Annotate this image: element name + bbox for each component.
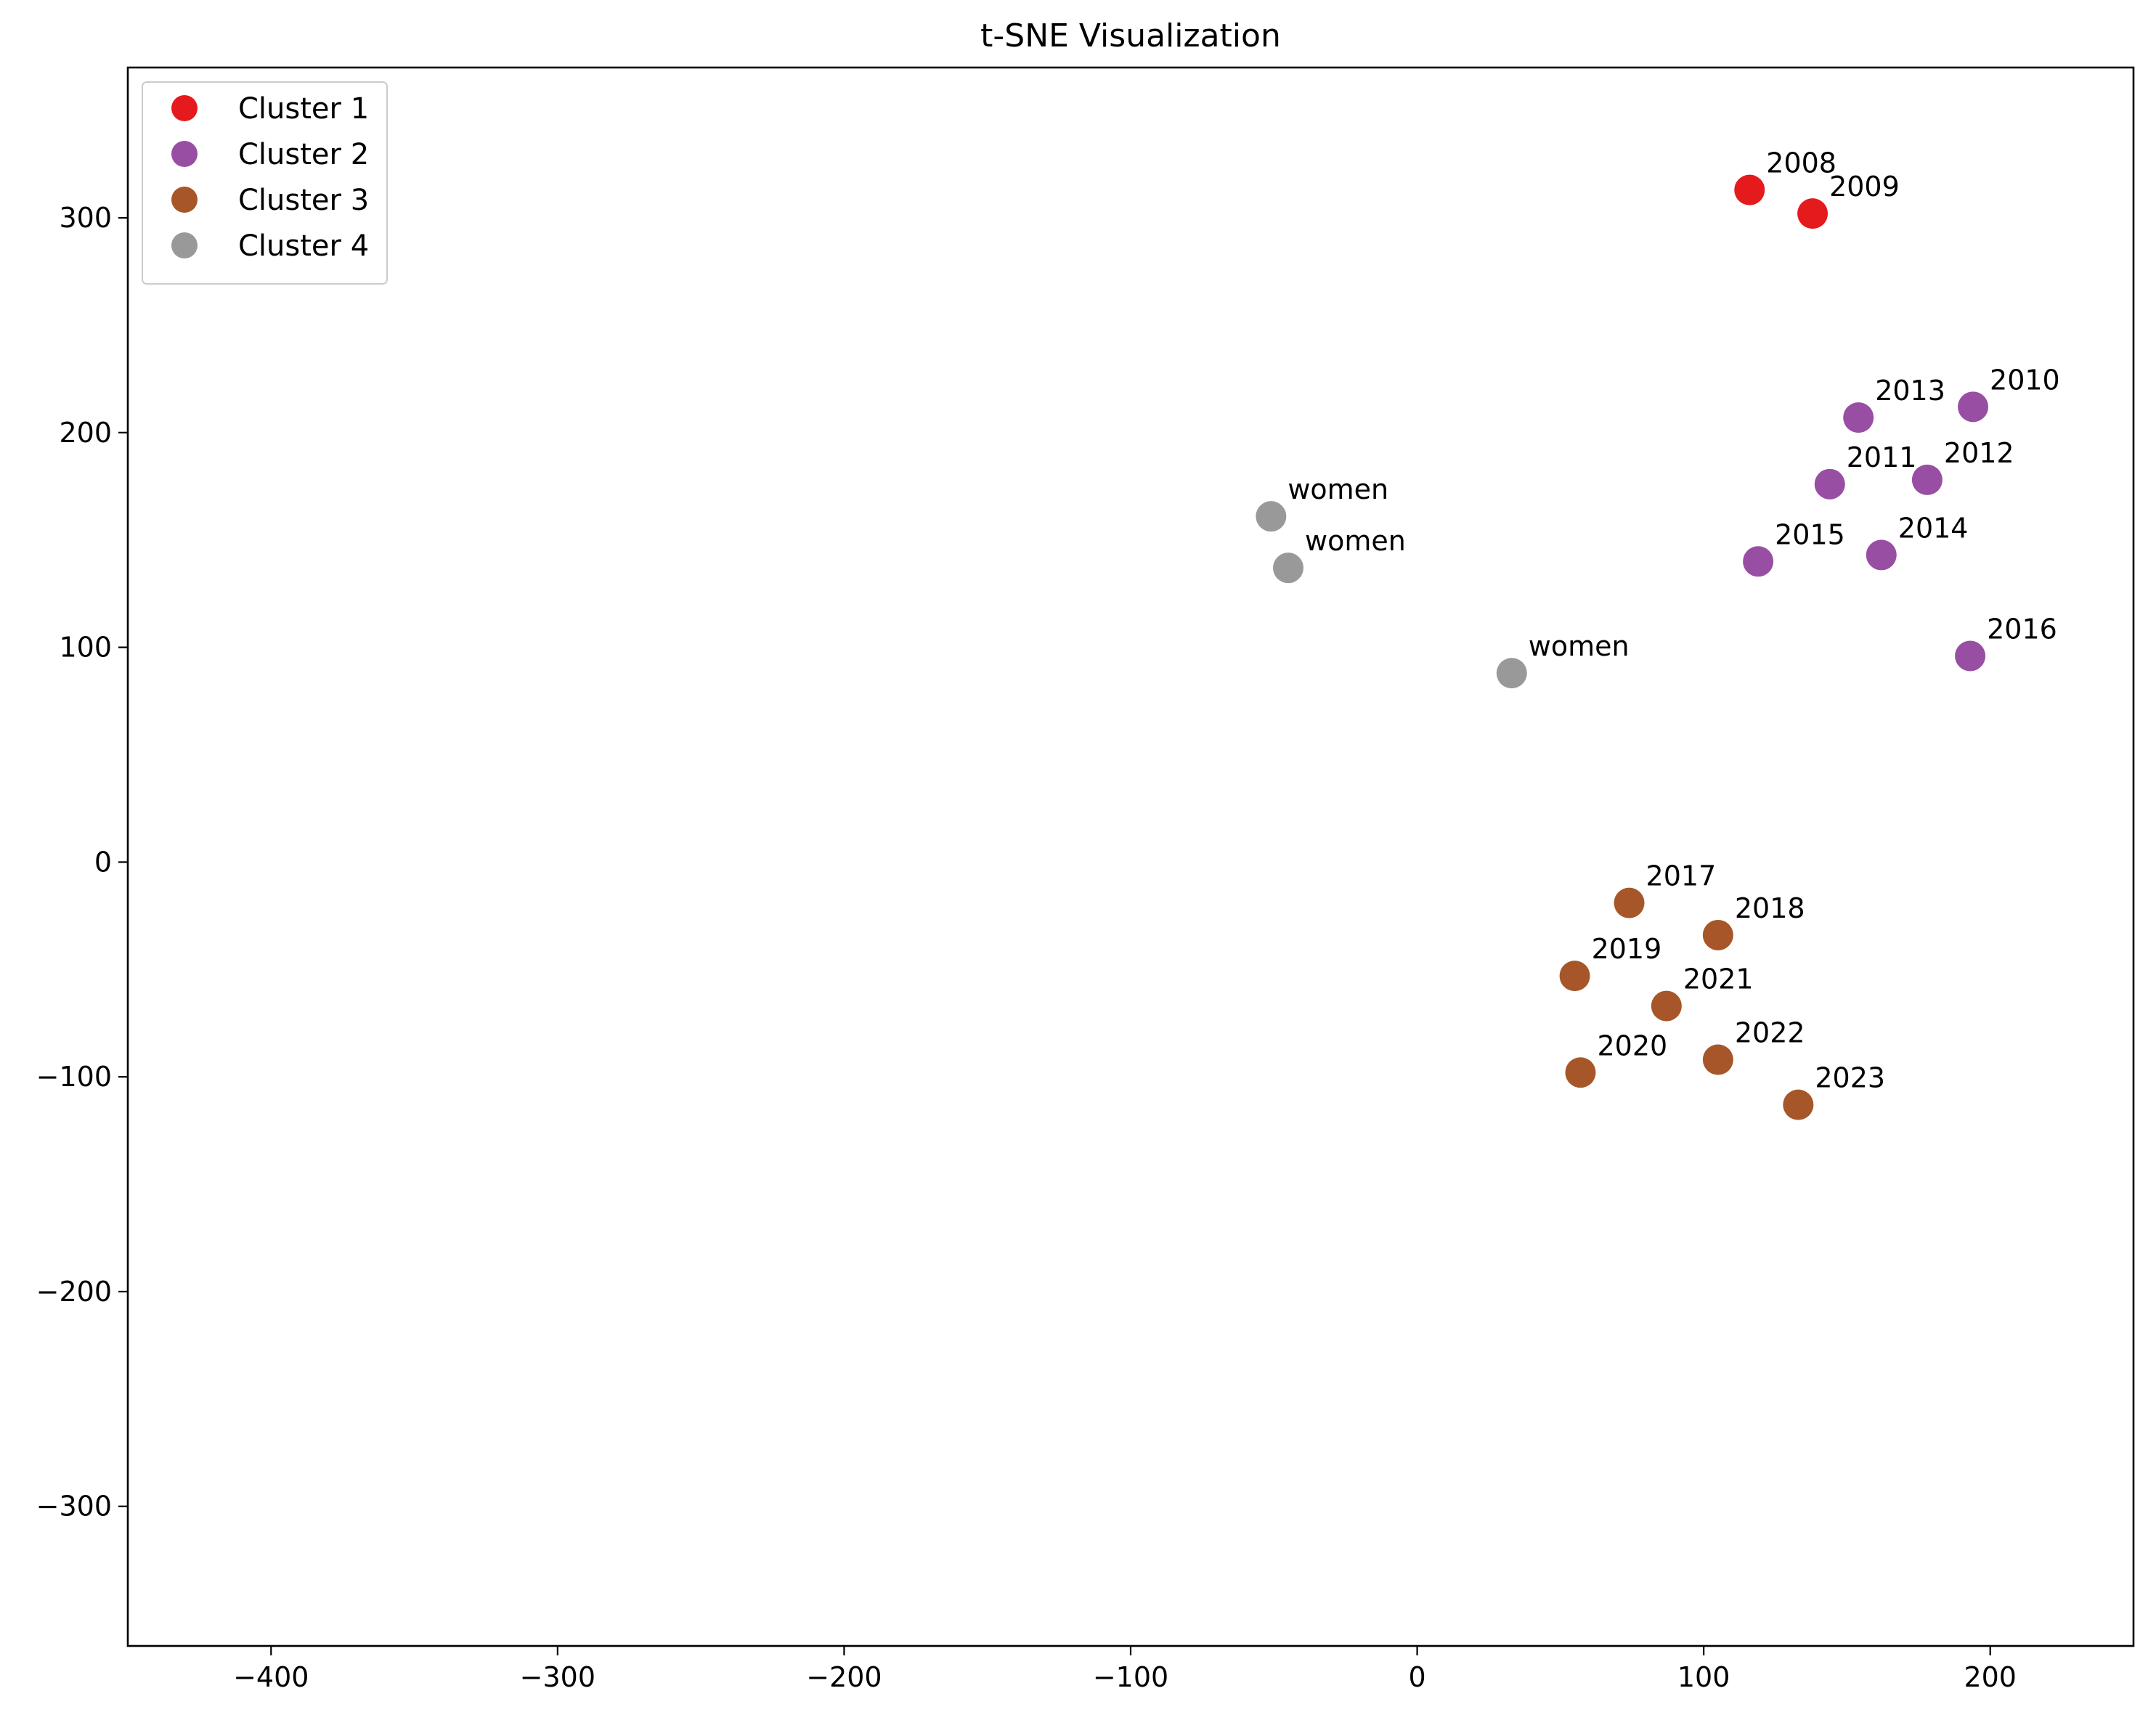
point-label: 2016 (1987, 613, 2057, 645)
data-point (1955, 640, 1986, 672)
legend-marker (171, 187, 198, 213)
legend-label: Cluster 4 (238, 229, 369, 263)
y-tick-label: 300 (59, 202, 112, 234)
point-label: 2015 (1775, 518, 1845, 550)
legend-label: Cluster 1 (238, 92, 369, 126)
data-point (1559, 961, 1590, 992)
chart-title: t-SNE Visualization (980, 17, 1281, 54)
x-tick-label: 0 (1408, 1661, 1425, 1693)
data-point (1496, 658, 1527, 689)
point-label: 2012 (1944, 437, 2014, 469)
x-tick-label: 200 (1964, 1661, 2017, 1693)
data-point (1783, 1089, 1814, 1120)
x-tick-label: 100 (1677, 1661, 1730, 1693)
data-point (1797, 198, 1828, 229)
point-label: 2018 (1735, 892, 1805, 924)
data-point (1614, 887, 1645, 918)
point-label: women (1305, 525, 1406, 557)
point-label: 2008 (1766, 147, 1836, 179)
marks-layer (1256, 174, 1989, 1120)
data-point (1273, 553, 1304, 584)
point-label: 2011 (1847, 441, 1917, 473)
point-label: 2019 (1592, 933, 1662, 965)
data-point (1734, 174, 1765, 205)
y-tick-label: 200 (59, 417, 112, 449)
legend-label: Cluster 2 (238, 138, 369, 171)
axis-ticks-layer: −400 −300 −200 −100 0 100 200 −300 −200 −100 0 100 2… (36, 202, 2017, 1693)
data-point (1743, 546, 1774, 577)
legend-marker (171, 95, 198, 121)
point-label: 2017 (1646, 860, 1717, 892)
y-tick-label: 100 (59, 632, 112, 664)
point-label: 2021 (1683, 963, 1754, 995)
y-tick-label: 0 (94, 846, 112, 878)
y-tick-label: −300 (36, 1491, 112, 1523)
point-label: women (1529, 630, 1630, 662)
x-tick-label: −400 (233, 1661, 309, 1693)
point-label: 2023 (1815, 1062, 1885, 1094)
legend-marker (171, 141, 198, 167)
legend-marker (171, 232, 198, 258)
x-tick-label: −300 (520, 1661, 595, 1693)
point-label: 2010 (1990, 364, 2060, 396)
point-label: 2022 (1735, 1017, 1805, 1049)
data-point (1814, 468, 1845, 500)
data-point (1651, 990, 1682, 1022)
data-point (1958, 391, 1989, 423)
point-label: 2014 (1898, 512, 1969, 544)
data-point (1702, 919, 1733, 950)
legend-label: Cluster 3 (238, 184, 369, 217)
data-point (1866, 539, 1897, 571)
legend-box (142, 81, 388, 285)
data-point (1911, 464, 1943, 495)
legend: Cluster 1 Cluster 2 Cluster 3 Cluster 4 (142, 81, 388, 285)
y-tick-label: −200 (36, 1276, 112, 1308)
point-label: 2009 (1829, 171, 1900, 203)
data-point (1843, 402, 1874, 433)
data-point (1565, 1057, 1596, 1088)
point-label: 2020 (1597, 1030, 1667, 1061)
data-point (1256, 501, 1287, 532)
point-label: 2013 (1875, 375, 1945, 407)
point-label: women (1288, 473, 1388, 505)
data-point (1702, 1044, 1733, 1075)
x-tick-label: −100 (1093, 1661, 1168, 1693)
y-tick-label: −100 (36, 1061, 112, 1093)
x-tick-label: −200 (806, 1661, 882, 1693)
